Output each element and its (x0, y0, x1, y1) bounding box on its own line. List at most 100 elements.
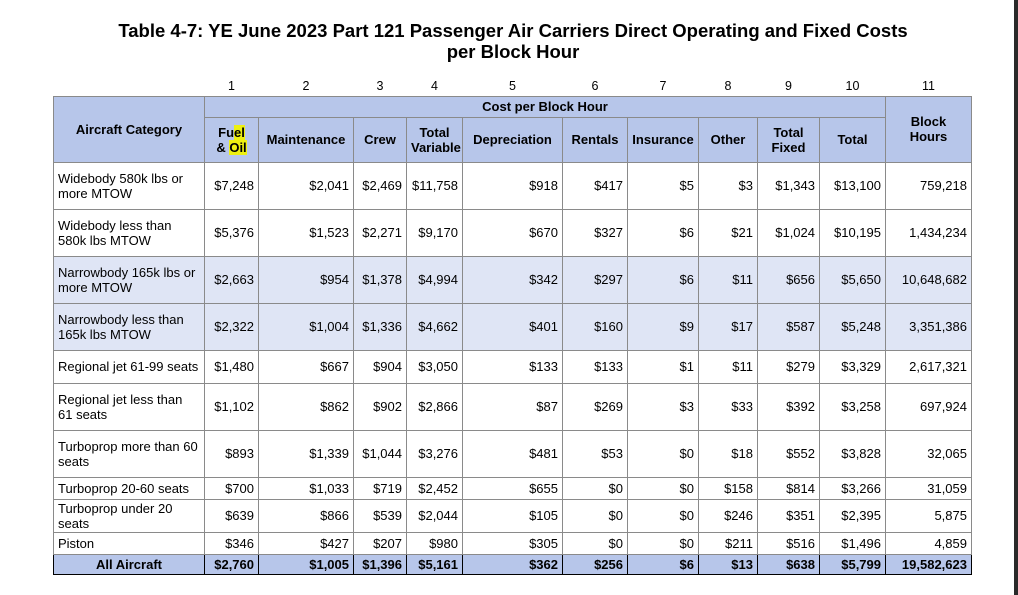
total-value-cell: $5,799 (819, 553, 886, 575)
value-cell: $297 (562, 255, 628, 304)
value-cell: $427 (258, 531, 354, 555)
value-cell: $1,336 (353, 302, 407, 351)
value-cell: $0 (562, 498, 628, 533)
header-total-fixed: Total Fixed (757, 116, 820, 163)
value-cell: $1,339 (258, 429, 354, 478)
value-cell: $481 (462, 429, 563, 478)
header-maintenance: Maintenance (258, 116, 354, 163)
value-cell: 32,065 (885, 429, 972, 478)
column-number: 1 (228, 79, 235, 94)
value-cell: $4,662 (406, 302, 463, 351)
table-row: Widebody 580k lbs or more MTOW $7,248 $2,0… (53, 161, 972, 210)
value-cell: $2,469 (353, 161, 407, 210)
value-cell: $5,650 (819, 255, 886, 304)
column-number: 11 (922, 79, 935, 94)
value-cell: $417 (562, 161, 628, 210)
value-cell: 697,924 (885, 382, 972, 431)
total-value-cell: $638 (757, 553, 820, 575)
value-cell: $902 (353, 382, 407, 431)
value-cell: $3,050 (406, 349, 463, 384)
total-value-cell: $256 (562, 553, 628, 575)
aircraft-category-cell: Narrowbody less than 165k lbs MTOW (53, 302, 205, 351)
value-cell: $1,024 (757, 208, 820, 257)
value-cell: $1,004 (258, 302, 354, 351)
column-number: 9 (785, 79, 792, 94)
value-cell: $1,044 (353, 429, 407, 478)
value-cell: $904 (353, 349, 407, 384)
value-cell: $9,170 (406, 208, 463, 257)
window-edge (1014, 0, 1018, 595)
value-cell: $0 (627, 498, 699, 533)
value-cell: 10,648,682 (885, 255, 972, 304)
value-cell: $656 (757, 255, 820, 304)
value-cell: $1,378 (353, 255, 407, 304)
value-cell: $279 (757, 349, 820, 384)
value-cell: 31,059 (885, 476, 972, 500)
value-cell: $327 (562, 208, 628, 257)
value-cell: $3,258 (819, 382, 886, 431)
table-row: Turboprop under 20 seats $639 $866 $539 $2,0… (53, 498, 972, 533)
header-other: Other (698, 116, 758, 163)
aircraft-category-cell: Piston (53, 531, 205, 555)
value-cell: $1,102 (204, 382, 259, 431)
header-row-1: Aircraft Category Cost per Block Hour Bl… (53, 95, 972, 163)
value-cell: $980 (406, 531, 463, 555)
value-cell: $587 (757, 302, 820, 351)
header-block-hours-line2: Hours (909, 129, 948, 144)
aircraft-category-cell: Turboprop 20-60 seats (53, 476, 205, 500)
value-cell: $2,271 (353, 208, 407, 257)
value-cell: $4,994 (406, 255, 463, 304)
value-cell: $87 (462, 382, 563, 431)
total-value-cell: $5,161 (406, 553, 463, 575)
value-cell: $6 (627, 255, 699, 304)
value-cell: $105 (462, 498, 563, 533)
header-fuel-text: Fu (218, 124, 235, 140)
value-cell: 2,617,321 (885, 349, 972, 384)
table-row: Turboprop more than 60 seats $893 $1,339 $1… (53, 429, 972, 478)
value-cell: $5,248 (819, 302, 886, 351)
value-cell: $305 (462, 531, 563, 555)
header-depreciation: Depreciation (462, 116, 563, 163)
value-cell: $3,828 (819, 429, 886, 478)
value-cell: $207 (353, 531, 407, 555)
value-cell: $3 (627, 382, 699, 431)
value-cell: $516 (757, 531, 820, 555)
value-cell: $133 (462, 349, 563, 384)
value-cell: $719 (353, 476, 407, 500)
aircraft-category-cell: Narrowbody 165k lbs or more MTOW (53, 255, 205, 304)
header-row-2: Fuel & Oil Maintenance Crew Total Variab… (54, 116, 972, 163)
column-number: 10 (845, 79, 860, 94)
value-cell: $893 (204, 429, 259, 478)
header-total-variable: Total Variable (406, 116, 463, 163)
value-cell: 759,218 (885, 161, 972, 210)
table-row: Widebody less than 580k lbs MTOW $5,376 $1… (53, 208, 972, 257)
value-cell: $342 (462, 255, 563, 304)
value-cell: $158 (698, 476, 758, 500)
value-cell: 4,859 (885, 531, 972, 555)
total-value-cell: $13 (698, 553, 758, 575)
value-cell: $3,266 (819, 476, 886, 500)
value-cell: $866 (258, 498, 354, 533)
value-cell: $6 (627, 208, 699, 257)
column-number: 2 (302, 79, 310, 94)
aircraft-category-cell: Turboprop more than 60 seats (53, 429, 205, 478)
title-line-1: Table 4-7: YE June 2023 Part 121 Passeng… (118, 20, 908, 41)
column-number: 6 (591, 79, 599, 94)
value-cell: $0 (627, 531, 699, 555)
total-value-cell: $2,760 (204, 553, 259, 575)
header-crew: Crew (353, 116, 407, 163)
aircraft-category-cell: Widebody 580k lbs or more MTOW (53, 161, 205, 210)
value-cell: $700 (204, 476, 259, 500)
value-cell: $351 (757, 498, 820, 533)
total-label-cell: All Aircraft (53, 553, 205, 575)
value-cell: $1,523 (258, 208, 354, 257)
header-cost-per-block-hour: Cost per Block Hour (204, 95, 886, 118)
value-cell: $1,033 (258, 476, 354, 500)
value-cell: $17 (698, 302, 758, 351)
value-cell: $5,376 (204, 208, 259, 257)
header-fuel-highlight: el (234, 124, 245, 140)
total-value-cell: $6 (627, 553, 699, 575)
value-cell: $639 (204, 498, 259, 533)
value-cell: $2,322 (204, 302, 259, 351)
value-cell: $814 (757, 476, 820, 500)
